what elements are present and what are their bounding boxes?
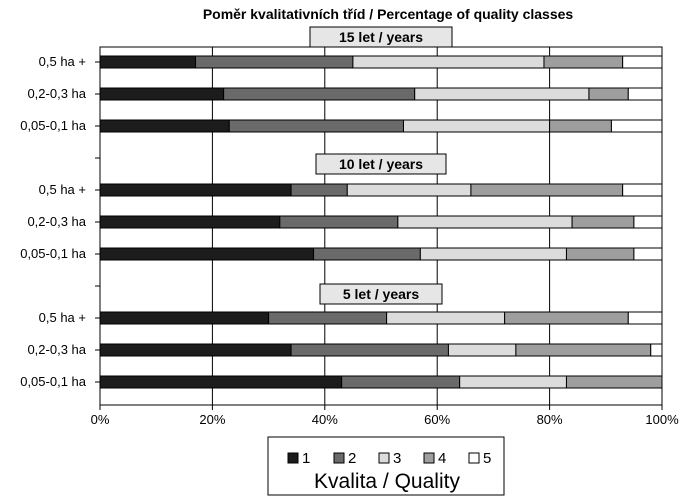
bar-segment-class-3 [386,311,506,325]
group-label-box [319,283,443,305]
bars [99,55,663,389]
category-label: 0,5 ha + [39,182,86,197]
category-label: 0,5 ha + [39,54,86,69]
bar-segment-class-1 [99,343,292,357]
legend: 1 2 3 4 5 [267,436,505,496]
legend-label: 4 [438,450,446,467]
bar-segment-class-1 [99,55,197,69]
x-tick-label: 0% [91,412,110,427]
bar-segment-class-3 [346,183,472,197]
bar-segment-class-1 [99,183,292,197]
bar-segment-class-3 [352,55,545,69]
bar-segment-class-2 [290,183,348,197]
bar-segment-class-5 [610,119,663,133]
group-label: 15 let / years [339,29,423,45]
bar-segment-class-2 [279,215,399,229]
x-axis-ticks: 0% 20% 40% 60% 80% 100% [91,405,679,427]
bar-segment-class-4 [515,343,652,357]
bar-segment-class-1 [99,119,230,133]
bar-segment-class-1 [99,247,315,261]
x-tick-label: 40% [312,412,338,427]
category-labels: 0,5 ha + 0,2-0,3 ha 0,05-0,1 ha 0,5 ha + 0,2… [20,54,100,389]
bar-segment-class-3 [397,215,573,229]
category-label: 0,5 ha + [39,310,86,325]
x-axis-label: Kvalita / Quality [314,470,460,493]
bar-segment-class-5 [627,87,663,101]
legend-swatch [468,452,480,464]
bar-segment-class-4 [549,119,612,133]
bar-segment-class-1 [99,87,225,101]
bar-segment-class-2 [268,311,388,325]
legend-swatch [333,452,345,464]
bar-segment-class-2 [195,55,354,69]
x-tick-label: 20% [199,412,225,427]
legend-swatch [423,452,435,464]
group-label-box [309,26,453,48]
group-labels: 15 let / years 10 let / years 5 let / year… [309,26,453,305]
bar-segment-class-5 [650,343,663,357]
bar-segment-class-1 [99,215,281,229]
bar-segment-class-2 [313,247,421,261]
x-tick-label: 100% [645,412,679,427]
legend-label: 1 [302,450,310,467]
bar-segment-class-5 [622,55,663,69]
bar-segment-class-2 [341,375,461,389]
bar-segment-class-2 [290,343,449,357]
x-tick-label: 80% [537,412,563,427]
bar-segment-class-4 [504,311,629,325]
bar-segment-class-4 [565,247,635,261]
group-label-box [315,153,447,175]
chart-title: Poměr kvalitativních tříd / Percentage o… [203,6,574,22]
bar-segment-class-5 [627,311,663,325]
bar-segment-class-2 [228,119,404,133]
bar-segment-class-3 [414,87,590,101]
legend-label: 5 [483,450,491,467]
legend-swatch [287,452,299,464]
x-tick-label: 60% [424,412,450,427]
category-label: 0,05-0,1 ha [20,118,87,133]
bar-segment-class-4 [588,87,629,101]
bar-segment-class-5 [622,183,663,197]
bar-segment-class-4 [571,215,635,229]
group-label: 10 let / years [339,156,423,172]
bar-segment-class-2 [223,87,416,101]
legend-label: 2 [348,450,356,467]
bar-segment-class-5 [633,247,663,261]
bar-segment-class-4 [470,183,624,197]
bar-segment-class-4 [543,55,624,69]
category-label: 0,05-0,1 ha [20,374,87,389]
group-label: 5 let / years [343,286,419,302]
bar-segment-class-3 [419,247,567,261]
category-label: 0,2-0,3 ha [27,342,86,357]
bar-segment-class-1 [99,311,270,325]
bar-segment-class-3 [447,343,517,357]
category-label: 0,2-0,3 ha [27,86,86,101]
legend-label: 3 [393,450,401,467]
category-label: 0,05-0,1 ha [20,246,87,261]
bar-segment-class-5 [633,215,663,229]
legend-swatch [378,452,390,464]
bar-segment-class-4 [565,375,663,389]
bar-segment-class-3 [459,375,567,389]
bar-segment-class-3 [402,119,551,133]
category-label: 0,2-0,3 ha [27,214,86,229]
bar-segment-class-1 [99,375,343,389]
legend-box [267,436,505,496]
